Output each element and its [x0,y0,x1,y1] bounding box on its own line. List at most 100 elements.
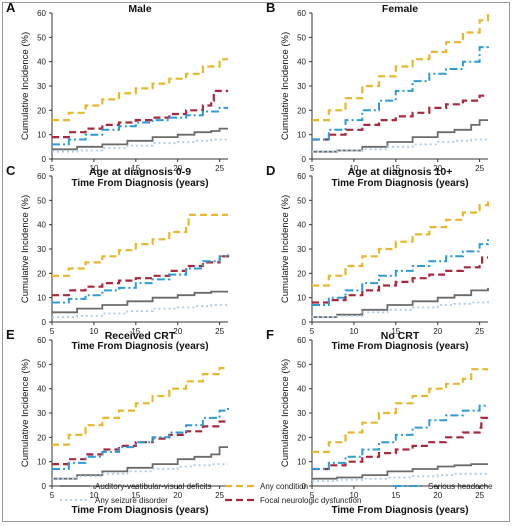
y-tick-label: 60 [37,336,46,345]
x-tick-label: 15 [131,327,140,336]
chart-panel-b: B Female 0 10 20 30 40 50 60 5 10 15 20 25 Time From D… [266,0,490,189]
y-tick-label: 20 [37,269,46,278]
y-axis-label: Cumulative Incidence (%) [280,195,291,303]
series-line [52,366,228,446]
series-line [52,290,228,314]
y-tick-label: 60 [297,336,306,345]
x-tick-label: 15 [131,164,140,173]
x-tick-label: 5 [310,164,315,173]
y-tick-label: 50 [297,360,306,369]
x-tick-label: 10 [349,327,358,336]
series-line [312,463,488,480]
y-tick-label: 60 [297,9,306,18]
series-line [312,368,488,453]
y-tick-label: 60 [297,172,306,181]
y-axis-label: Cumulative Incidence (%) [20,359,31,467]
y-tick-label: 20 [297,433,306,442]
series-line [52,446,228,480]
panel-title: No CRT [381,330,420,342]
y-tick-label: 10 [37,294,46,303]
panel-letter: D [266,163,275,178]
x-tick-label: 20 [173,164,182,173]
x-axis-label: Time From Diagnosis (years) [71,178,208,189]
series-line [52,213,228,277]
y-tick-label: 10 [297,294,306,303]
y-tick-label: 50 [37,360,46,369]
y-tick-label: 40 [37,58,46,67]
y-tick-label: 0 [302,318,307,327]
y-tick-label: 50 [37,196,46,205]
panel-letter: A [6,0,16,15]
legend-label: Any seizure disorder [95,496,168,505]
x-tick-label: 5 [50,164,55,173]
panel-letter: B [266,0,275,15]
x-axis-label: Time From Diagnosis (years) [331,505,468,516]
chart-panel-f: F No CRT 0 10 20 30 40 50 60 5 10 15 20 25 Time From D… [266,327,488,516]
y-tick-label: 50 [297,196,306,205]
y-tick-label: 20 [297,106,306,115]
panel-letter: C [6,163,16,178]
series-line [52,304,228,318]
x-axis-label: Time From Diagnosis (years) [331,178,468,189]
series-line [312,239,489,306]
y-axis-label: Cumulative Incidence (%) [280,359,291,467]
y-tick-label: 30 [37,82,46,91]
x-tick-label: 20 [173,491,182,500]
y-tick-label: 30 [297,409,306,418]
legend-label: Any condition [260,482,308,491]
series-line [52,138,228,153]
y-axis-label: Cumulative Incidence (%) [20,195,31,303]
chart-panel-a: A Male 0 10 20 30 40 50 60 5 10 15 20 25 Time From Dia… [6,0,228,189]
y-tick-label: 0 [42,318,47,327]
x-tick-label: 15 [391,491,400,500]
x-tick-label: 25 [475,327,484,336]
chart-panel-c: C Age at diagnosis 0-9 0 10 20 30 40 50 60 5 10 15 2… [6,163,230,352]
x-tick-label: 10 [89,327,98,336]
series-line [312,256,488,304]
panel-letter: F [266,327,274,342]
series-line [52,253,230,297]
y-tick-label: 0 [42,482,47,491]
series-line [52,253,229,304]
series-line [52,405,229,470]
y-tick-label: 20 [37,106,46,115]
y-tick-label: 0 [302,482,307,491]
y-tick-label: 20 [297,269,306,278]
y-tick-label: 40 [297,58,306,67]
x-tick-label: 5 [310,491,315,500]
series-line [52,106,228,146]
figure-frame [2,2,510,522]
x-tick-label: 25 [215,491,224,500]
x-tick-label: 20 [433,327,442,336]
series-line [312,94,488,141]
y-tick-label: 20 [37,433,46,442]
y-tick-label: 50 [297,33,306,42]
y-tick-label: 50 [37,33,46,42]
series-line [312,13,490,122]
x-tick-label: 15 [391,164,400,173]
y-tick-label: 0 [42,155,47,164]
panel-title: Received CRT [105,330,176,342]
y-axis-label: Cumulative Incidence (%) [20,32,31,140]
y-tick-label: 30 [297,82,306,91]
y-tick-label: 10 [297,458,306,467]
legend-label: Auditory-vestibular-visual deficits [95,482,212,491]
series-line [312,44,489,141]
series-line [312,416,488,471]
x-tick-label: 25 [475,491,484,500]
series-line [312,119,488,153]
chart-panel-d: D Age at diagnosis 10+ 0 10 20 30 40 50 60 5 10 15 2… [266,163,490,352]
legend-label: Serious headache [428,482,493,491]
series-line [312,200,490,287]
x-tick-label: 5 [310,327,315,336]
y-tick-label: 40 [37,385,46,394]
y-axis-label: Cumulative Incidence (%) [280,32,291,140]
y-tick-label: 30 [37,409,46,418]
legend: Auditory-vestibular-visual deficits Any s… [60,482,493,505]
x-tick-label: 25 [215,164,224,173]
panel-title: Age at diagnosis 0-9 [89,166,191,178]
series-line [52,58,228,122]
y-tick-label: 60 [37,172,46,181]
x-tick-label: 20 [433,164,442,173]
